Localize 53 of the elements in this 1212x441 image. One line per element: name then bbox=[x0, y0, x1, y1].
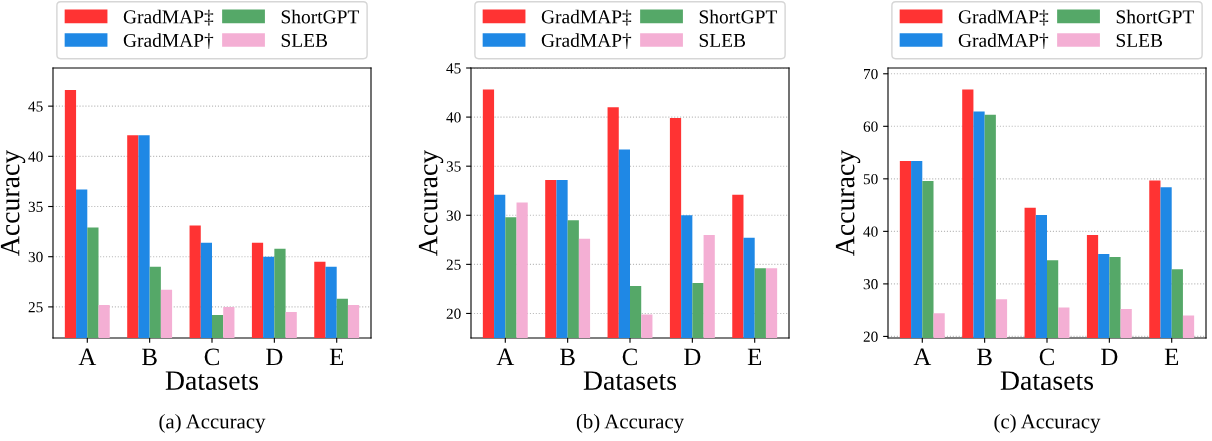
legend-label: SLEB bbox=[1116, 33, 1163, 47]
x-axis-title: Datasets bbox=[1000, 371, 1094, 390]
y-tick-label: 30 bbox=[446, 210, 461, 221]
y-tick-label: 70 bbox=[864, 68, 878, 80]
legend-label: ShortGPT bbox=[281, 9, 360, 24]
y-tick-label: 50 bbox=[863, 173, 878, 185]
x-tick-label: C bbox=[204, 348, 219, 366]
y-tick-label: 35 bbox=[28, 201, 43, 212]
x-tick-label: D bbox=[266, 348, 283, 366]
x-tick-label: D bbox=[684, 348, 701, 366]
x-tick-label: B bbox=[977, 348, 992, 366]
legend-label: SLEB bbox=[281, 33, 328, 47]
y-tick-label: 40 bbox=[28, 151, 43, 162]
x-tick-label: C bbox=[622, 348, 637, 366]
y-tick-label: 30 bbox=[863, 279, 878, 290]
y-tick-label: 25 bbox=[446, 259, 461, 270]
x-tick-label: E bbox=[329, 348, 344, 366]
legend-label: GradMAP† bbox=[123, 33, 214, 50]
y-tick-label: 40 bbox=[863, 226, 878, 237]
x-axis-title: Datasets bbox=[165, 371, 259, 390]
x-tick-label: A bbox=[496, 348, 515, 366]
x-tick-label: D bbox=[1101, 348, 1118, 366]
legend-label: ShortGPT bbox=[1116, 9, 1195, 24]
x-tick-label: B bbox=[142, 348, 157, 366]
x-tick-label: B bbox=[560, 348, 575, 366]
legend-label: GradMAP‡ bbox=[123, 9, 214, 26]
y-tick-label: 25 bbox=[28, 302, 43, 313]
y-tick-label: 20 bbox=[863, 331, 878, 342]
x-axis-title: Datasets bbox=[583, 371, 677, 390]
y-tick-label: 60 bbox=[863, 121, 878, 132]
x-tick-label: C bbox=[1039, 348, 1054, 366]
y-tick-label: 45 bbox=[446, 63, 461, 74]
legend-label: ShortGPT bbox=[699, 9, 778, 24]
y-tick-label: 20 bbox=[446, 308, 461, 319]
x-tick-label: E bbox=[747, 348, 762, 366]
x-tick-label: E bbox=[1164, 348, 1179, 366]
y-tick-label: 35 bbox=[446, 161, 461, 172]
legend-label: GradMAP‡ bbox=[958, 9, 1049, 26]
y-tick-label: 30 bbox=[28, 251, 43, 263]
legend-label: GradMAP‡ bbox=[541, 9, 632, 26]
text: (b) Accuracy bbox=[576, 413, 684, 433]
y-tick-label: 40 bbox=[446, 112, 461, 123]
y-axis-title: Accuracy bbox=[835, 149, 861, 256]
text: (a) Accuracy bbox=[159, 413, 266, 433]
text: (c) Accuracy bbox=[994, 413, 1101, 433]
x-tick-label: A bbox=[913, 348, 932, 366]
y-axis-title: Accuracy bbox=[418, 149, 444, 256]
x-tick-label: A bbox=[78, 348, 97, 366]
legend-label: SLEB bbox=[699, 33, 746, 47]
y-tick-label: 45 bbox=[28, 101, 43, 112]
legend-label: GradMAP† bbox=[541, 33, 632, 50]
legend-label: GradMAP† bbox=[958, 33, 1049, 50]
y-axis-title: Accuracy bbox=[0, 149, 26, 256]
